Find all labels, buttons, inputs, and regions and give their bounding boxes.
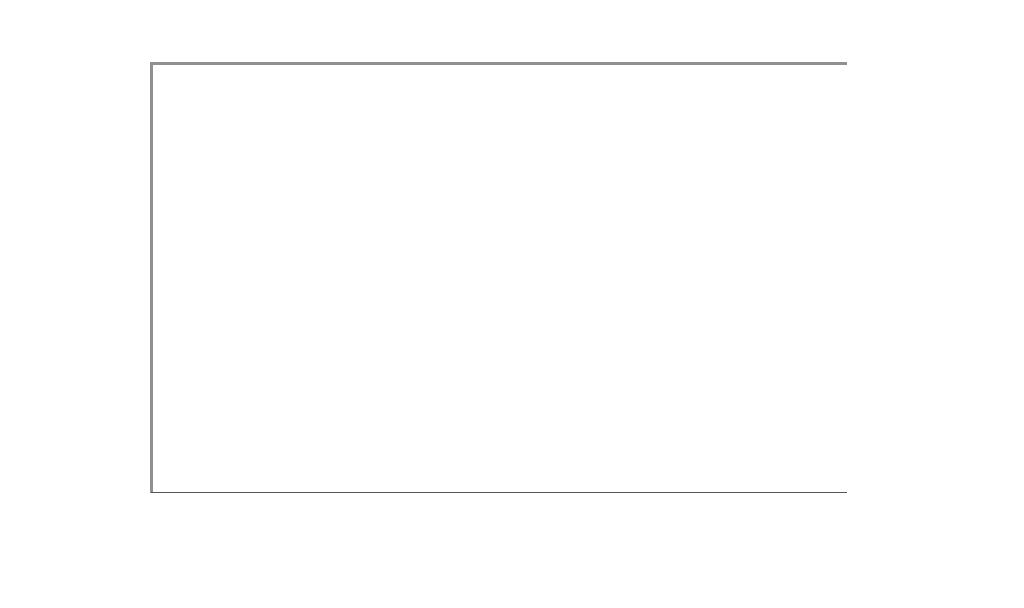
- plot-border-left: [150, 62, 153, 493]
- plot-border-top: [151, 62, 847, 65]
- plot-canvas[interactable]: [152, 65, 848, 493]
- x-axis-line: [151, 492, 847, 493]
